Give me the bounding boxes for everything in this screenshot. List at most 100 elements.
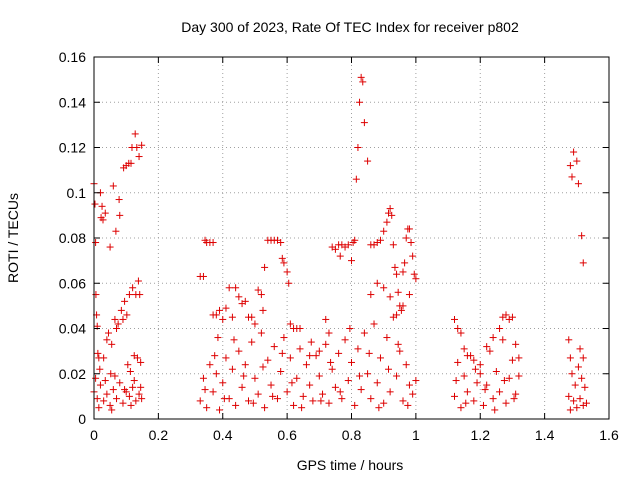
data-point [376, 354, 384, 362]
data-point [491, 406, 499, 414]
data-point [386, 293, 394, 301]
data-point [460, 372, 468, 380]
data-point [462, 399, 470, 407]
data-point [500, 377, 508, 385]
data-point [356, 372, 364, 380]
data-point [470, 397, 478, 405]
data-point [344, 241, 352, 249]
data-point [365, 349, 373, 357]
data-point [566, 406, 574, 414]
data-point [199, 374, 207, 382]
data-point [393, 270, 401, 278]
y-tick-label: 0.08 [59, 230, 86, 246]
data-point [568, 173, 576, 181]
data-point [386, 205, 394, 213]
data-point [463, 388, 471, 396]
data-point [248, 313, 256, 321]
data-point [278, 349, 286, 357]
data-point [351, 236, 359, 244]
data-point [315, 372, 323, 380]
data-point [394, 288, 402, 296]
data-point [499, 336, 507, 344]
data-point [565, 392, 573, 400]
data-point [348, 257, 355, 265]
data-point [293, 374, 301, 382]
y-tick-label: 0.12 [59, 140, 86, 156]
data-point [126, 367, 134, 375]
data-point [336, 252, 344, 260]
data-point [346, 325, 354, 332]
data-point [116, 379, 124, 387]
data-point [351, 401, 359, 409]
data-point [248, 338, 256, 346]
data-point [261, 263, 269, 271]
data-point [483, 343, 491, 351]
data-point [412, 275, 420, 283]
data-point [373, 379, 381, 387]
data-point [132, 397, 140, 405]
data-point [354, 345, 362, 353]
data-point [496, 325, 504, 332]
data-point [127, 159, 135, 167]
data-point [410, 270, 418, 278]
data-point [322, 340, 330, 348]
data-point [241, 297, 249, 305]
data-point [570, 397, 578, 405]
data-point [222, 354, 230, 362]
data-point [123, 311, 131, 319]
data-point [216, 306, 224, 314]
data-point [131, 130, 139, 138]
data-point [273, 395, 281, 403]
y-axis-label: ROTI / TECUs [5, 193, 21, 283]
data-point [512, 340, 520, 348]
data-point [257, 291, 265, 299]
data-point [267, 381, 275, 389]
data-point [241, 361, 249, 369]
data-point [393, 372, 401, 380]
data-point [578, 374, 586, 382]
data-point [283, 268, 291, 276]
data-point [309, 397, 317, 405]
data-point [404, 401, 412, 409]
data-point [405, 381, 413, 389]
data-point [312, 352, 320, 360]
data-point [222, 304, 230, 312]
data-point [238, 383, 246, 391]
data-point [228, 365, 236, 373]
y-tick-label: 0 [78, 411, 86, 427]
data-point [106, 243, 114, 251]
data-point [391, 263, 399, 271]
data-point [380, 399, 388, 407]
data-point [137, 358, 145, 366]
data-point [344, 377, 352, 385]
data-point [230, 336, 238, 344]
data-point [360, 119, 368, 127]
data-point [402, 361, 410, 369]
data-point [100, 354, 108, 362]
data-point [100, 397, 108, 405]
x-tick-label: 0.6 [277, 427, 297, 443]
data-point [212, 311, 220, 319]
data-point [364, 370, 372, 378]
x-axis-label: GPS time / hours [297, 457, 404, 473]
data-point [116, 211, 124, 219]
data-point [114, 320, 122, 328]
data-point [133, 354, 141, 362]
y-tick-label: 0.16 [59, 49, 86, 65]
data-point [137, 383, 145, 391]
data-point [566, 354, 574, 362]
data-point [396, 347, 404, 355]
data-point [380, 227, 388, 235]
data-point [502, 311, 510, 319]
data-point [103, 336, 111, 344]
data-point [476, 361, 484, 369]
data-point [125, 291, 133, 299]
data-point [201, 386, 209, 394]
data-point [356, 98, 364, 106]
data-point [99, 216, 107, 224]
data-point [383, 334, 391, 342]
data-point [216, 406, 224, 414]
x-tick-label: 1.6 [599, 427, 619, 443]
data-point [454, 325, 462, 332]
